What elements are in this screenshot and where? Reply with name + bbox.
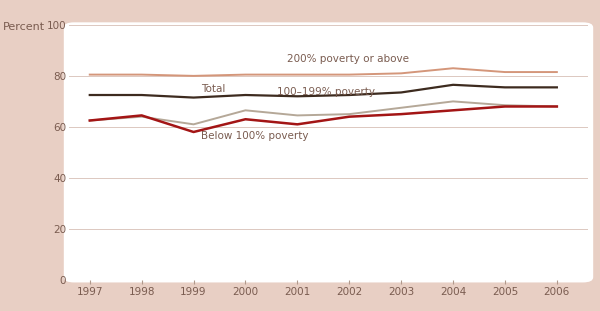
Text: Total: Total — [202, 84, 226, 94]
Text: Percent: Percent — [3, 22, 45, 32]
FancyBboxPatch shape — [64, 22, 593, 282]
Text: 200% poverty or above: 200% poverty or above — [287, 54, 409, 64]
Text: Below 100% poverty: Below 100% poverty — [202, 131, 309, 141]
Text: 100–199% poverty: 100–199% poverty — [277, 87, 374, 97]
